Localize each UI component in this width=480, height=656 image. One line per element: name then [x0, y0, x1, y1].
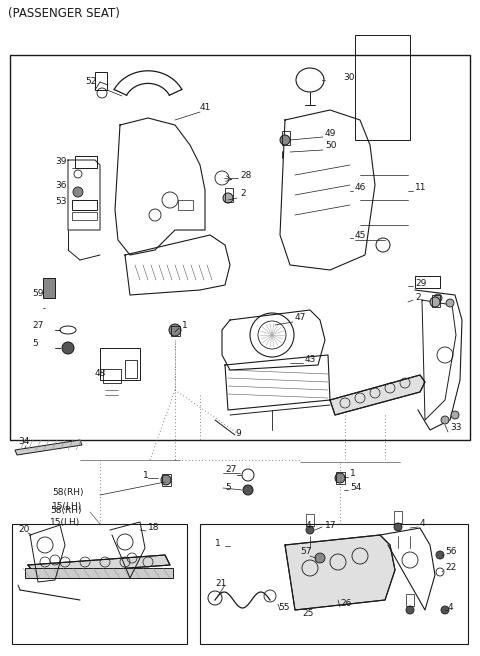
- Text: 59: 59: [32, 289, 44, 298]
- Text: 29: 29: [415, 279, 426, 287]
- Circle shape: [430, 297, 440, 307]
- Text: 15(LH): 15(LH): [52, 501, 82, 510]
- Text: 17: 17: [325, 520, 336, 529]
- Bar: [406, 594, 414, 606]
- Circle shape: [73, 187, 83, 197]
- Text: 52: 52: [85, 77, 96, 87]
- Circle shape: [441, 416, 449, 424]
- Bar: [200, 524, 468, 644]
- Text: 50: 50: [325, 142, 336, 150]
- Bar: [25, 568, 173, 578]
- Text: 47: 47: [295, 314, 306, 323]
- Text: 57: 57: [300, 548, 312, 556]
- Text: 25: 25: [302, 609, 313, 619]
- Bar: [72, 212, 97, 220]
- Text: 27: 27: [32, 321, 43, 331]
- Text: 53: 53: [55, 197, 67, 207]
- Text: 58(RH): 58(RH): [50, 506, 82, 514]
- Circle shape: [243, 485, 253, 495]
- Text: 30: 30: [343, 73, 355, 83]
- Text: 4: 4: [420, 520, 426, 529]
- Circle shape: [169, 324, 181, 336]
- Text: 45: 45: [355, 230, 366, 239]
- Text: 11: 11: [415, 184, 427, 192]
- Circle shape: [161, 475, 171, 485]
- Text: 22: 22: [445, 562, 456, 571]
- Polygon shape: [285, 535, 395, 610]
- Circle shape: [223, 193, 233, 203]
- Text: 43: 43: [305, 356, 316, 365]
- Text: 20: 20: [18, 525, 29, 535]
- Text: 2: 2: [415, 293, 420, 302]
- Bar: [125, 360, 137, 378]
- Circle shape: [335, 473, 345, 483]
- Text: 4: 4: [306, 520, 312, 529]
- Text: 49: 49: [325, 129, 336, 138]
- Text: 1: 1: [143, 470, 149, 480]
- Text: 36: 36: [55, 180, 67, 190]
- Bar: [12, 524, 187, 644]
- Circle shape: [280, 135, 290, 145]
- Text: 41: 41: [200, 104, 211, 112]
- Bar: [282, 131, 290, 145]
- Bar: [432, 295, 440, 307]
- Text: 39: 39: [55, 157, 67, 167]
- Circle shape: [434, 294, 442, 302]
- Circle shape: [406, 606, 414, 614]
- Circle shape: [62, 342, 74, 354]
- Text: 5: 5: [32, 340, 38, 348]
- Bar: [10, 55, 470, 440]
- Text: 21: 21: [215, 579, 227, 588]
- Circle shape: [436, 551, 444, 559]
- Text: 1: 1: [350, 470, 356, 478]
- Bar: [43, 278, 55, 298]
- Text: 33: 33: [450, 424, 461, 432]
- Text: 58(RH): 58(RH): [52, 489, 84, 497]
- Text: 15(LH): 15(LH): [50, 518, 80, 527]
- Text: 28: 28: [240, 171, 252, 180]
- Text: 1: 1: [182, 321, 188, 329]
- Bar: [75, 156, 97, 168]
- Text: (PASSENGER SEAT): (PASSENGER SEAT): [8, 7, 120, 20]
- Bar: [355, 35, 410, 140]
- Text: 54: 54: [350, 483, 361, 491]
- Text: 46: 46: [355, 184, 366, 192]
- Circle shape: [451, 411, 459, 419]
- Bar: [72, 200, 97, 210]
- Text: 9: 9: [235, 428, 241, 438]
- Text: 26: 26: [340, 600, 351, 609]
- Text: 5: 5: [225, 483, 231, 493]
- Text: 56: 56: [445, 548, 456, 556]
- Bar: [415, 276, 440, 288]
- Text: 4: 4: [448, 602, 454, 611]
- Text: 48: 48: [95, 369, 107, 377]
- Text: 27: 27: [225, 466, 236, 474]
- Polygon shape: [15, 440, 82, 455]
- Bar: [306, 514, 314, 526]
- Bar: [178, 200, 193, 210]
- Circle shape: [441, 606, 449, 614]
- Text: 1: 1: [215, 539, 221, 548]
- Bar: [103, 369, 121, 383]
- Circle shape: [315, 553, 325, 563]
- Bar: [171, 326, 180, 336]
- Bar: [394, 511, 402, 523]
- Polygon shape: [330, 375, 425, 415]
- Bar: [100, 348, 140, 380]
- Bar: [225, 188, 233, 202]
- Circle shape: [394, 523, 402, 531]
- Bar: [162, 474, 171, 486]
- Text: 55: 55: [278, 602, 289, 611]
- Text: 2: 2: [240, 190, 246, 199]
- Circle shape: [306, 526, 314, 534]
- Text: 34: 34: [18, 438, 29, 447]
- Text: 18: 18: [148, 523, 159, 533]
- Bar: [336, 472, 345, 484]
- Circle shape: [446, 299, 454, 307]
- Polygon shape: [28, 555, 170, 575]
- Bar: [95, 72, 107, 90]
